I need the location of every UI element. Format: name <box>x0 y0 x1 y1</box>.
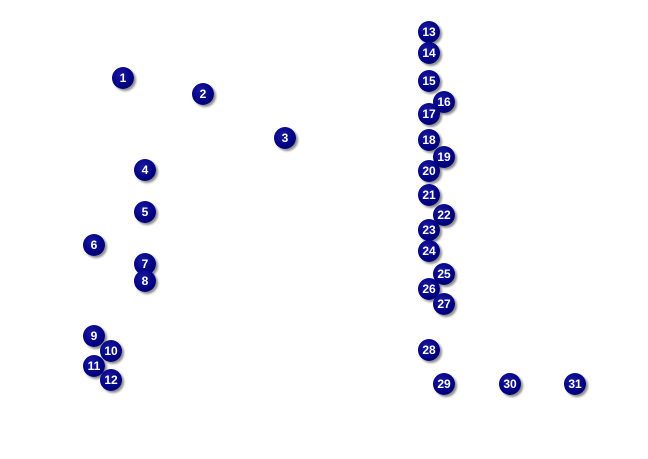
numbered-marker[interactable]: 24 <box>418 240 440 262</box>
numbered-marker[interactable]: 8 <box>134 270 156 292</box>
numbered-marker[interactable]: 15 <box>418 70 440 92</box>
numbered-marker[interactable]: 18 <box>418 129 440 151</box>
numbered-marker[interactable]: 14 <box>418 42 440 64</box>
numbered-marker[interactable]: 13 <box>418 21 440 43</box>
numbered-marker[interactable]: 2 <box>192 83 214 105</box>
numbered-marker[interactable]: 27 <box>433 293 455 315</box>
numbered-marker[interactable]: 25 <box>433 263 455 285</box>
numbered-marker[interactable]: 11 <box>83 355 105 377</box>
numbered-marker[interactable]: 26 <box>418 278 440 300</box>
numbered-marker[interactable]: 7 <box>134 253 156 275</box>
numbered-marker[interactable]: 9 <box>83 325 105 347</box>
numbered-marker[interactable]: 10 <box>100 340 122 362</box>
numbered-marker[interactable]: 12 <box>100 369 122 391</box>
numbered-marker[interactable]: 28 <box>418 339 440 361</box>
numbered-marker[interactable]: 21 <box>418 184 440 206</box>
numbered-marker[interactable]: 5 <box>134 201 156 223</box>
numbered-marker[interactable]: 17 <box>418 103 440 125</box>
numbered-marker[interactable]: 4 <box>134 159 156 181</box>
numbered-marker[interactable]: 22 <box>433 204 455 226</box>
numbered-marker[interactable]: 6 <box>83 234 105 256</box>
numbered-marker[interactable]: 29 <box>433 373 455 395</box>
numbered-marker[interactable]: 30 <box>499 373 521 395</box>
numbered-marker[interactable]: 20 <box>418 160 440 182</box>
numbered-marker[interactable]: 23 <box>418 219 440 241</box>
numbered-marker[interactable]: 19 <box>433 146 455 168</box>
numbered-marker[interactable]: 1 <box>112 67 134 89</box>
numbered-marker[interactable]: 31 <box>564 373 586 395</box>
numbered-marker[interactable]: 3 <box>274 127 296 149</box>
